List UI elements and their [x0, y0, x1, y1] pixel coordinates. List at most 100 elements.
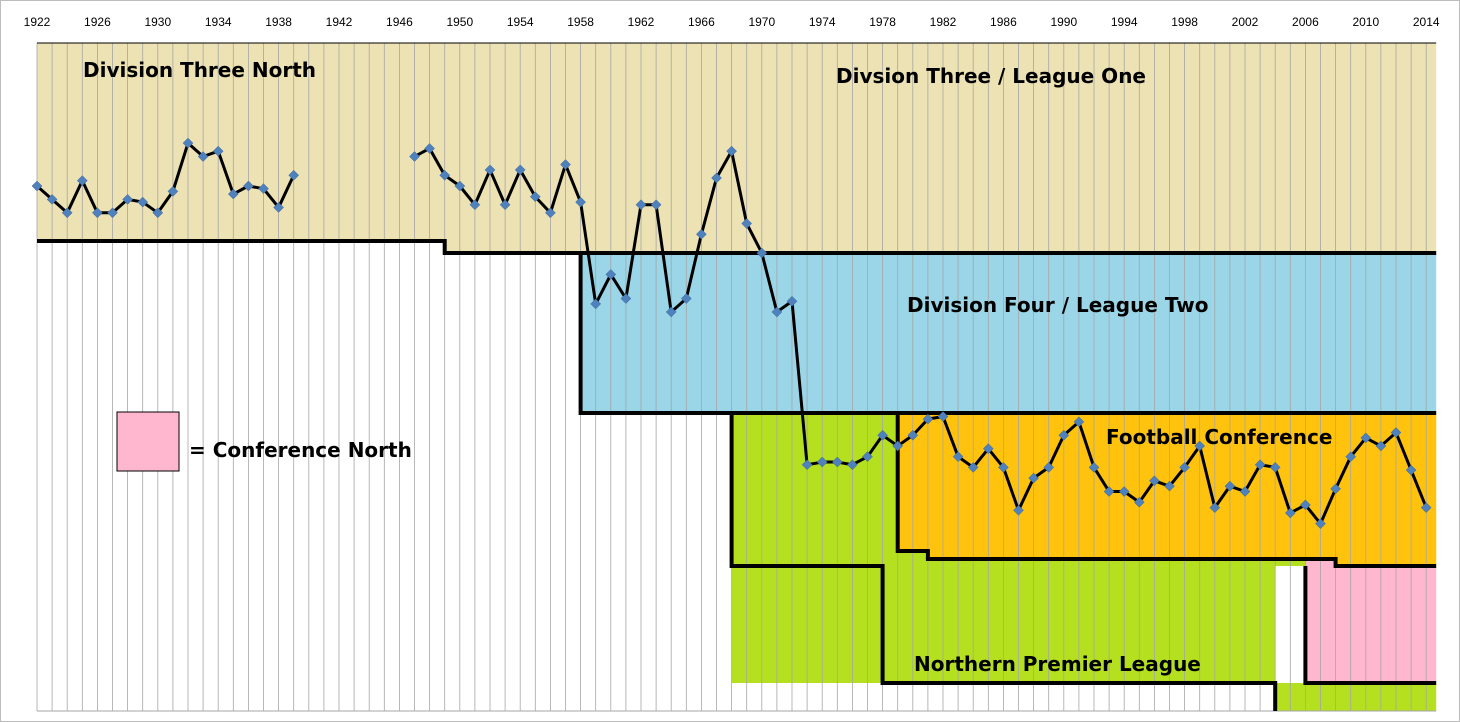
year-tick-1982: 1982 — [930, 15, 957, 29]
label-northern-premier-league: Northern Premier League — [914, 652, 1201, 676]
year-tick-1998: 1998 — [1171, 15, 1198, 29]
data-point-1964 — [665, 306, 677, 318]
data-point-2003 — [1254, 459, 1266, 471]
data-point-1931 — [167, 186, 179, 197]
region-division-three — [37, 43, 1437, 253]
data-point-1976 — [847, 459, 858, 471]
data-point-1947 — [409, 151, 420, 162]
data-point-1986 — [998, 462, 1009, 473]
data-point-2011 — [1375, 440, 1387, 452]
data-point-1937 — [258, 183, 269, 195]
year-tick-1922: 1922 — [24, 15, 51, 29]
data-point-1961 — [620, 293, 632, 304]
data-point-1972 — [786, 295, 798, 307]
data-point-1929 — [137, 196, 149, 208]
year-tick-1978: 1978 — [869, 15, 896, 29]
data-point-1966 — [696, 228, 707, 240]
label-division-three-league-one: Divsion Three / League One — [836, 64, 1146, 88]
data-point-1924 — [61, 207, 73, 219]
year-tick-2002: 2002 — [1232, 15, 1259, 29]
label-division-three-north: Division Three North — [83, 58, 316, 82]
data-point-1962 — [635, 199, 647, 211]
data-point-2001 — [1224, 480, 1236, 492]
data-point-1985 — [982, 443, 994, 454]
data-point-1990 — [1058, 429, 1070, 441]
division-boundaries — [37, 239, 1437, 711]
data-point-1925 — [76, 175, 88, 186]
year-tick-1966: 1966 — [688, 15, 715, 29]
data-point-1969 — [741, 218, 753, 229]
year-tick-labels: 1922 1926 1930 1934 1938 1942 1946 1950 1954 1958… — [24, 15, 1440, 29]
data-point-1932 — [182, 137, 194, 149]
data-point-2006 — [1300, 499, 1311, 511]
year-tick-1934: 1934 — [205, 15, 232, 29]
data-point-1959 — [590, 298, 602, 310]
data-point-1928 — [122, 194, 133, 205]
region-labels: Division Three North Divsion Three / Lea… — [83, 58, 1332, 676]
data-point-1991 — [1073, 416, 1085, 428]
data-point-1948 — [424, 143, 435, 154]
data-point-1971 — [771, 306, 783, 318]
data-point-1951 — [469, 199, 481, 211]
data-point-2010 — [1360, 432, 1372, 444]
data-point-1953 — [499, 199, 511, 211]
year-tick-1954: 1954 — [507, 15, 534, 29]
year-tick-1930: 1930 — [144, 15, 171, 29]
data-point-1998 — [1179, 462, 1190, 473]
region-northern-premier-bottom — [1275, 683, 1437, 711]
data-point-2012 — [1390, 427, 1402, 438]
region-northern-premier-upper — [731, 413, 1306, 683]
data-point-1965 — [680, 293, 692, 304]
data-point-1997 — [1164, 480, 1175, 492]
data-point-1950 — [454, 180, 466, 192]
data-point-1989 — [1043, 462, 1055, 473]
region-division-four — [580, 253, 1437, 413]
data-point-1949 — [439, 169, 451, 181]
data-point-1936 — [243, 180, 254, 192]
data-point-1956 — [545, 207, 556, 219]
boundary-line-0 — [37, 239, 1437, 255]
boundary-line-2 — [729, 413, 1278, 711]
data-point-2008 — [1330, 483, 1341, 495]
data-point-2009 — [1345, 451, 1357, 463]
year-tick-1974: 1974 — [809, 15, 836, 29]
year-tick-1986: 1986 — [990, 15, 1017, 29]
label-football-conference: Football Conference — [1106, 425, 1332, 449]
data-point-1994 — [1118, 486, 1130, 497]
data-point-1993 — [1103, 486, 1115, 497]
year-tick-1946: 1946 — [386, 15, 413, 29]
data-point-1981 — [922, 413, 934, 425]
year-tick-2010: 2010 — [1352, 15, 1379, 29]
data-point-1934 — [212, 145, 224, 157]
year-tick-2006: 2006 — [1292, 15, 1319, 29]
data-point-1963 — [650, 199, 662, 211]
legend: = Conference North — [116, 411, 412, 472]
year-tick-1942: 1942 — [326, 15, 353, 29]
data-point-1995 — [1133, 496, 1145, 508]
data-point-1967 — [711, 172, 722, 184]
region-fills — [37, 43, 1437, 711]
data-point-1975 — [831, 456, 843, 468]
region-conference-north — [1305, 559, 1437, 683]
data-point-2005 — [1284, 507, 1296, 519]
data-point-2002 — [1239, 486, 1251, 497]
data-point-1952 — [484, 164, 496, 176]
year-tick-1994: 1994 — [1111, 15, 1138, 29]
gridlines — [36, 42, 1437, 712]
boundary-line-1 — [578, 253, 1437, 415]
data-point-1955 — [529, 191, 541, 203]
data-point-1996 — [1149, 475, 1160, 487]
year-tick-1938: 1938 — [265, 15, 292, 29]
data-point-1935 — [227, 188, 239, 200]
data-point-1999 — [1194, 440, 1206, 452]
year-tick-1926: 1926 — [84, 15, 111, 29]
data-point-1974 — [816, 456, 828, 468]
year-tick-1950: 1950 — [446, 15, 473, 29]
data-point-1930 — [152, 207, 164, 219]
data-point-2000 — [1209, 502, 1221, 513]
data-point-1933 — [197, 151, 209, 162]
data-point-1954 — [514, 164, 526, 176]
region-football-conference — [897, 413, 1437, 566]
